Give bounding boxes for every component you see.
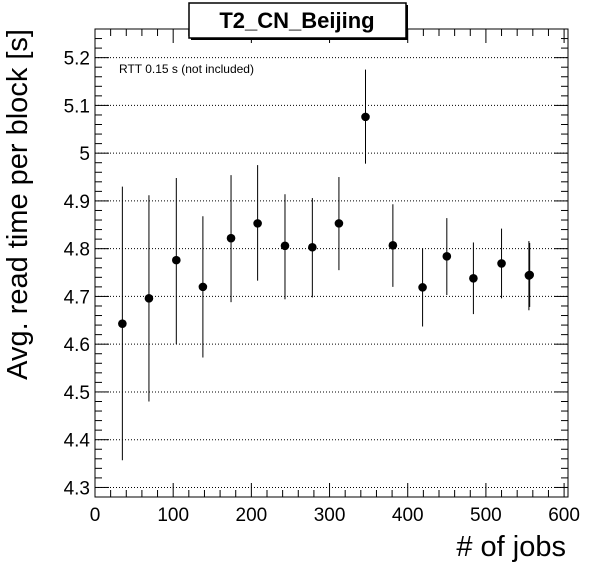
y-tick-label: 4.6 <box>64 335 90 356</box>
data-point <box>226 233 236 243</box>
data-point <box>308 242 317 252</box>
x-tick-label: 500 <box>470 505 502 526</box>
x-tick-label: 300 <box>314 505 346 526</box>
y-tick-label: 4.5 <box>64 383 90 404</box>
title-box-shadow-bottom <box>191 38 408 40</box>
x-tick-labels: 0 100 200 300 400 500 600 <box>90 505 580 526</box>
x-tick-label: 0 <box>90 505 101 526</box>
y-tick-label: 4.3 <box>64 478 90 499</box>
data-point <box>118 319 127 328</box>
x-tick-label: 200 <box>236 505 268 526</box>
y-tick-label: 5 <box>79 144 90 165</box>
chart-title: T2_CN_Beijing <box>219 8 374 33</box>
data-point <box>418 283 427 292</box>
data-point <box>198 282 208 292</box>
data-point <box>172 255 181 265</box>
data-point <box>253 219 262 228</box>
data-point <box>469 273 478 283</box>
x-tick-label: 100 <box>157 505 189 526</box>
x-tick-label: 400 <box>392 505 424 526</box>
y-tick-label: 4.9 <box>64 192 90 213</box>
y-tick-label: 4.4 <box>64 431 91 452</box>
annotation-rtt: RTT 0.15 s (not included) <box>119 62 254 76</box>
data-point <box>361 112 370 122</box>
plot-frame <box>94 28 569 498</box>
data-point <box>388 241 398 250</box>
y-tick-label: 4.8 <box>64 240 90 261</box>
y-tick-label: 5.1 <box>64 96 90 117</box>
data-point <box>144 294 154 303</box>
data-points <box>118 69 534 461</box>
y-tick-label: 4.7 <box>64 287 90 308</box>
y-tick-labels: 4.3 4.4 4.5 4.6 4.7 4.8 4.9 5 5.1 5.2 <box>64 49 91 500</box>
axis-ticks <box>94 28 568 498</box>
data-point <box>442 252 452 261</box>
title-box-shadow-right <box>406 5 408 40</box>
data-point <box>525 270 534 280</box>
data-point <box>334 219 344 228</box>
data-point <box>497 259 506 268</box>
data-point <box>280 241 290 251</box>
y-axis-label: Avg. read time per block [s] <box>2 29 34 380</box>
y-tick-label: 5.2 <box>64 49 90 70</box>
grid-lines <box>95 57 568 488</box>
x-axis-label: # of jobs <box>456 531 566 563</box>
x-tick-label: 600 <box>548 505 580 526</box>
